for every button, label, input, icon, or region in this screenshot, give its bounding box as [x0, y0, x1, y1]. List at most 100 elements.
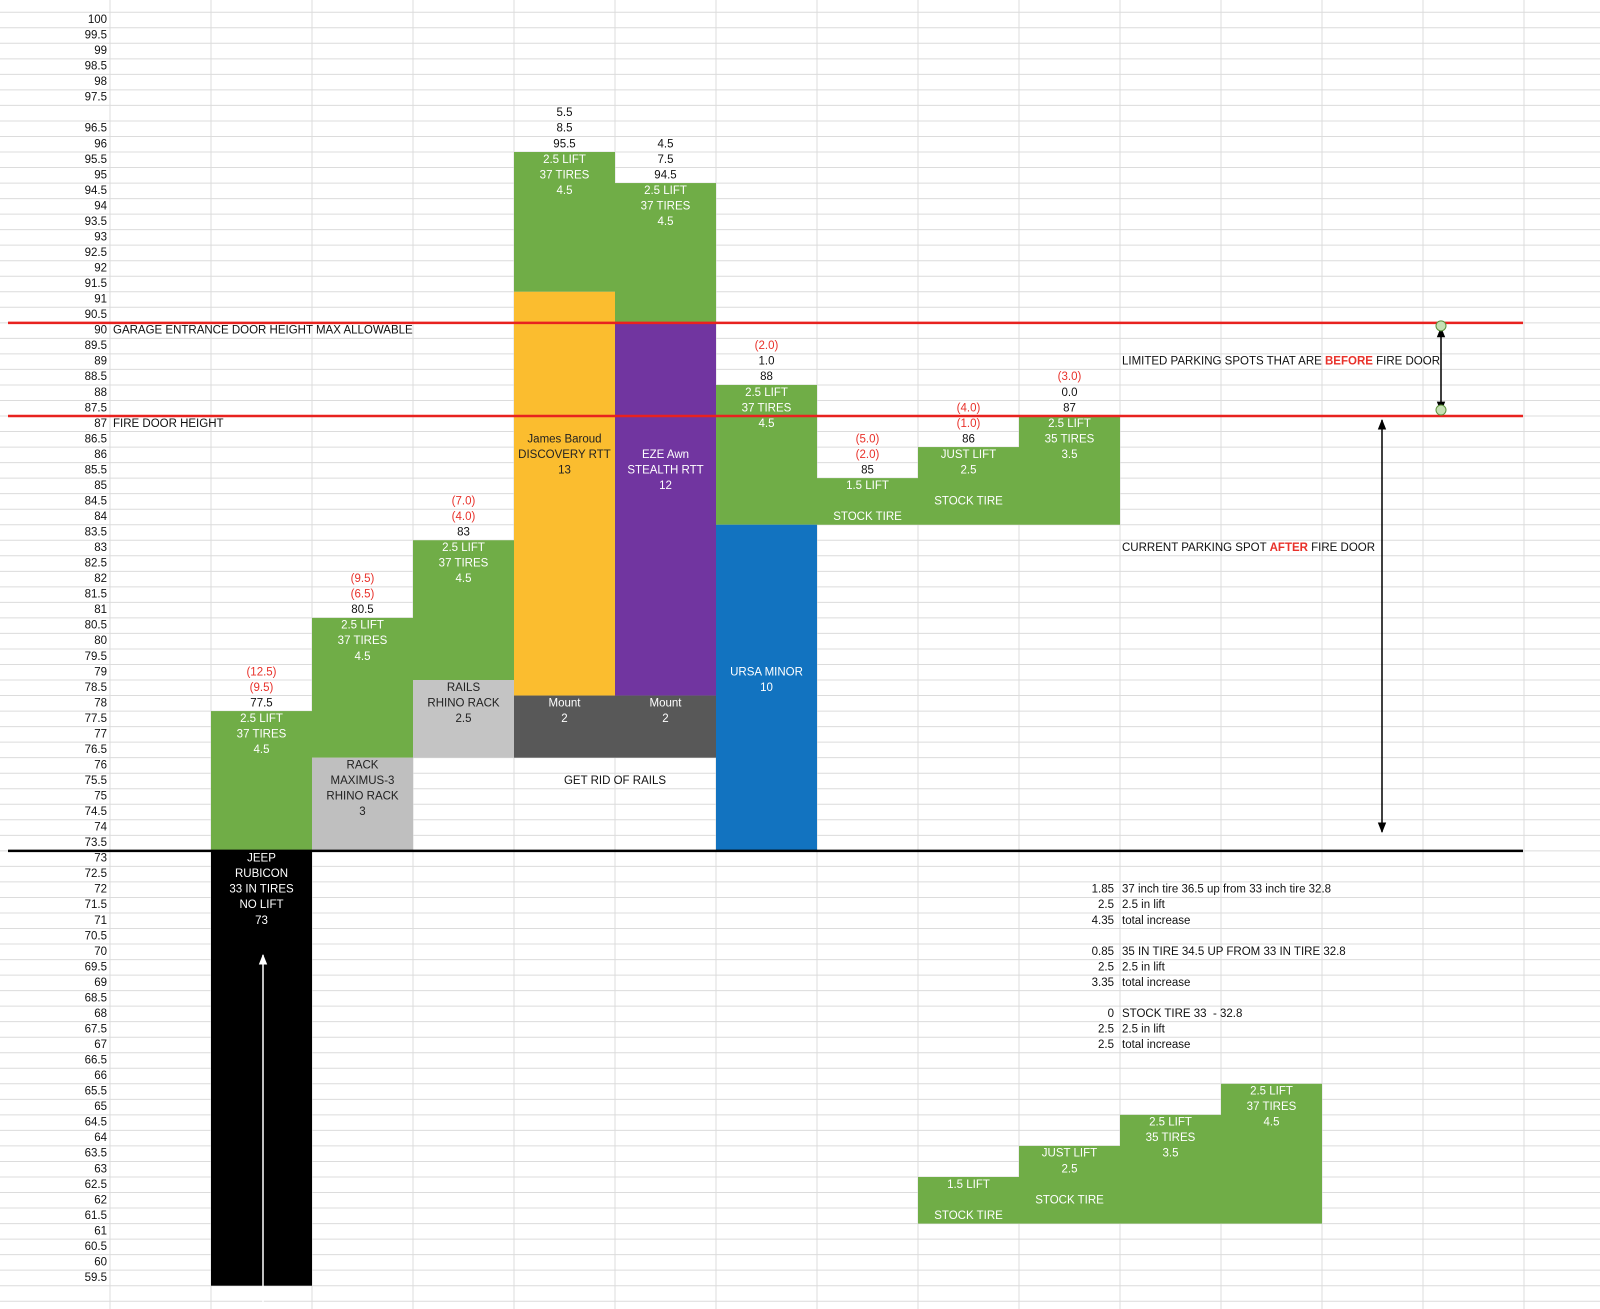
row-label: 75 [94, 791, 107, 803]
row-label: 89 [94, 356, 107, 368]
note-garage: GARAGE ENTRANCE DOOR HEIGHT MAX ALLOWABL… [113, 325, 413, 337]
row-label: 72 [94, 884, 107, 896]
block-text: RAILS [447, 682, 481, 694]
row-label: 60.5 [85, 1241, 107, 1253]
block [211, 711, 312, 851]
block-text: 37 TIRES [439, 558, 489, 570]
block-text: JUST LIFT [1042, 1148, 1097, 1160]
block-text: STEALTH RTT [627, 464, 703, 476]
note-limited: LIMITED PARKING SPOTS THAT ARE BEFORE FI… [1122, 356, 1440, 368]
block-text: MAXIMUS-3 [331, 775, 395, 787]
row-label: 95 [94, 169, 107, 181]
calc-value: 0.85 [1092, 946, 1114, 958]
row-label: 68 [94, 1008, 107, 1020]
height-value: (4.0) [452, 511, 476, 523]
block-text: URSA MINOR [730, 666, 803, 678]
block [211, 850, 312, 1286]
height-value: 86 [962, 433, 975, 445]
block-text: James Baroud [527, 433, 601, 445]
note-part: LIMITED PARKING SPOTS THAT ARE [1122, 356, 1325, 368]
height-value: 7.5 [658, 154, 674, 166]
row-label: 78 [94, 697, 107, 709]
row-label: 85.5 [85, 464, 107, 476]
calc-text: 2.5 in lift [1122, 961, 1166, 973]
row-label: 65.5 [85, 1086, 107, 1098]
block-text: EZE Awn [642, 449, 689, 461]
row-label: 94.5 [85, 185, 107, 197]
row-label: 78.5 [85, 682, 107, 694]
row-label: 61 [94, 1225, 107, 1237]
row-label: 95.5 [85, 154, 107, 166]
calc-text: STOCK TIRE 33 - 32.8 [1122, 1008, 1242, 1020]
row-label: 98 [94, 76, 107, 88]
height-value: 85 [861, 464, 874, 476]
block [716, 384, 817, 525]
block-text: 2.5 LIFT [240, 713, 283, 725]
block-text: 35 TIRES [1045, 433, 1095, 445]
row-label: 88.5 [85, 371, 107, 383]
row-label: 65 [94, 1101, 107, 1113]
height-value: (2.0) [856, 449, 880, 461]
row-label: 80.5 [85, 620, 107, 632]
block-text: 4.5 [557, 185, 573, 197]
block [1120, 1114, 1221, 1224]
calc-text: 37 inch tire 36.5 up from 33 inch tire 3… [1122, 884, 1331, 896]
calc-value: 2.5 [1098, 899, 1114, 911]
calc-text: total increase [1122, 977, 1190, 989]
block-text: 3 [359, 806, 365, 818]
overlay [8, 320, 1523, 1309]
block-text: 2.5 LIFT [341, 620, 384, 632]
block [615, 695, 716, 758]
row-label: 66.5 [85, 1055, 107, 1067]
block-text: 2.5 LIFT [1149, 1117, 1192, 1129]
calc-text: total increase [1122, 1039, 1190, 1051]
block [716, 524, 817, 851]
block-text: 33 IN TIRES [229, 884, 294, 896]
block-text: 4.5 [759, 418, 775, 430]
row-label: 73.5 [85, 837, 107, 849]
block-text: 1.5 LIFT [947, 1179, 990, 1191]
row-label: 62 [94, 1194, 107, 1206]
row-label: 82.5 [85, 558, 107, 570]
row-label: 93 [94, 231, 107, 243]
height-value: (5.0) [856, 433, 880, 445]
row-label: 97.5 [85, 92, 107, 104]
row-label: 76 [94, 759, 107, 771]
row-label: 81 [94, 604, 107, 616]
block-text: JEEP [247, 853, 276, 865]
row-label: 96 [94, 138, 107, 150]
row-label: 60 [94, 1256, 107, 1268]
calc-text: 35 IN TIRE 34.5 UP FROM 33 IN TIRE 32.8 [1122, 946, 1346, 958]
height-value: 80.5 [351, 604, 373, 616]
row-label: 69 [94, 977, 107, 989]
row-label: 77.5 [85, 713, 107, 725]
block-text: 37 TIRES [742, 402, 792, 414]
row-label: 99 [94, 45, 107, 57]
height-value: 4.5 [658, 138, 674, 150]
row-label: 74 [94, 822, 107, 834]
height-value: (3.0) [1058, 371, 1082, 383]
row-label: 69.5 [85, 961, 107, 973]
height-value: 0.0 [1062, 387, 1078, 399]
block-text: 2 [662, 713, 668, 725]
block-text: JUST LIFT [941, 449, 996, 461]
row-label: 84 [94, 511, 107, 523]
row-label: 77 [94, 728, 107, 740]
block-text: 2.5 [1062, 1163, 1078, 1175]
block-text: 3.5 [1163, 1148, 1179, 1160]
block-text: RACK [347, 759, 379, 771]
row-label: 66 [94, 1070, 107, 1082]
calc-value: 4.35 [1092, 915, 1114, 927]
row-label: 73 [94, 853, 107, 865]
row-label: 61.5 [85, 1210, 107, 1222]
row-label: 76.5 [85, 744, 107, 756]
block [312, 617, 413, 758]
block-text: STOCK TIRE [934, 1210, 1003, 1222]
row-label: 96.5 [85, 123, 107, 135]
row-label: 67 [94, 1039, 107, 1051]
row-label: 70 [94, 946, 107, 958]
block-text: 4.5 [456, 573, 472, 585]
block-text: 4.5 [1264, 1117, 1280, 1129]
